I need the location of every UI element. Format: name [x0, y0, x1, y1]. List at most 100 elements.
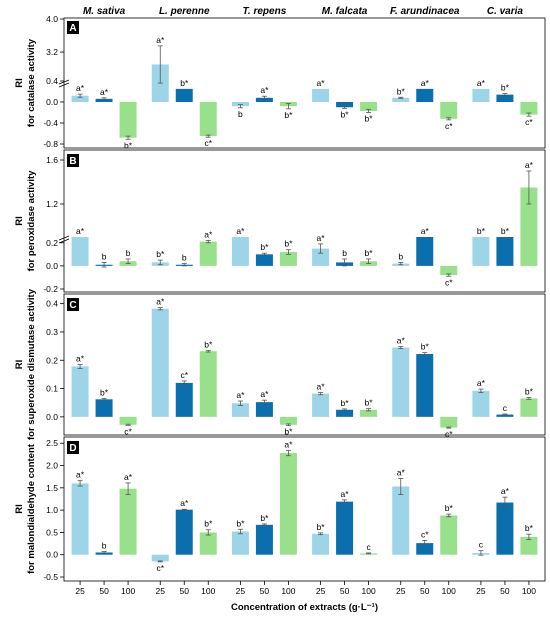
species-header: M. falcata [322, 6, 368, 17]
y-tick-label: 0.0 [46, 97, 58, 107]
bar [336, 409, 354, 417]
bar-significance-label: c* [421, 529, 429, 539]
panel-tag-box [67, 441, 79, 454]
y-tick-label: 0.5 [46, 527, 58, 537]
bar-significance-label: b* [341, 109, 350, 119]
species-header: T. repens [243, 6, 287, 17]
y-axis-label-line: for malondialdehyde content [26, 443, 37, 574]
y-tick-label: -0.2 [43, 284, 58, 294]
bar-significance-label: b* [397, 86, 406, 96]
bar [392, 97, 410, 102]
x-tick-label: 50 [99, 586, 109, 596]
y-tick-label: 0.2 [46, 238, 58, 248]
bar-significance-label: a* [236, 390, 245, 400]
bar-significance-label: c* [124, 426, 132, 436]
bar [312, 248, 330, 266]
bar-significance-label: a* [477, 378, 486, 388]
bar-significance-label: a* [317, 78, 326, 88]
bar [416, 354, 434, 417]
x-axis-label: Concentration of extracts (g·L⁻¹) [231, 602, 378, 613]
panel-tag: B [69, 156, 76, 167]
bar-significance-label: a* [317, 233, 326, 243]
bar [255, 402, 273, 417]
bar [440, 515, 458, 555]
species-header: C. varia [487, 6, 524, 17]
bar-significance-label: b* [317, 522, 326, 532]
bar [312, 533, 330, 555]
bar [360, 409, 378, 417]
bar-significance-label: a* [260, 85, 269, 95]
bar-significance-label: a* [341, 489, 350, 499]
bar-significance-label: b* [341, 398, 350, 408]
bar-significance-label: a* [397, 335, 406, 345]
y-tick-label: 3.2 [46, 47, 58, 57]
y-tick-label: 0.0 [46, 261, 58, 271]
y-tick-label: 1.5 [46, 483, 58, 493]
bar-significance-label: c* [445, 277, 453, 287]
bar [496, 237, 514, 266]
bar-significance-label: b [342, 248, 347, 258]
x-tick-label: 25 [476, 586, 486, 596]
x-tick-label: 100 [281, 586, 295, 596]
y-tick-label: 0.1 [46, 384, 58, 394]
bar-significance-label: a* [284, 439, 293, 449]
bar [472, 237, 490, 266]
bar-significance-label: b* [260, 513, 269, 523]
bar [279, 252, 297, 266]
y-axis-label: RIfor malondialdehyde content [14, 443, 37, 574]
bar-significance-label: a* [525, 160, 534, 170]
bar [520, 102, 538, 115]
axis-break-mark [58, 79, 70, 85]
y-axis-label: RIfor peroxidase activity [14, 170, 37, 272]
bar [95, 98, 113, 102]
panel-b: B 1.6 1.2 0.2 0.0 -0.2 RIfor peroxidase activi… [14, 149, 546, 294]
bar [440, 265, 458, 276]
bar-significance-label: b* [204, 519, 213, 529]
bar [175, 382, 193, 417]
bar-significance-label: a* [477, 78, 486, 88]
panel-frame [63, 436, 546, 582]
bar [119, 416, 137, 425]
bar-significance-label: b* [260, 242, 269, 252]
bar-significance-label: c [503, 403, 508, 413]
y-tick-label: 2.5 [46, 438, 58, 448]
panel-d: D 2.5 2.0 1.5 1.0 0.5 0.0 -0.5 RIfor malondialde… [14, 436, 546, 582]
bar [71, 366, 89, 417]
bar-significance-label: c* [525, 117, 533, 127]
axis-break-mark [58, 235, 70, 241]
bar [496, 94, 514, 102]
bar-significance-label: b [126, 248, 131, 258]
bar-significance-label: b* [365, 248, 374, 258]
y-tick-label: 1.2 [46, 199, 58, 209]
bar-significance-label: b* [525, 523, 534, 533]
y-axis-label-line: for catalase activity [26, 38, 37, 127]
y-axis-label-line: RI [14, 78, 25, 88]
bar [151, 308, 169, 417]
bar-significance-label: a* [204, 229, 213, 239]
x-tick-label: 100 [121, 586, 135, 596]
bar [392, 486, 410, 555]
y-axis-label: RIfor catalase activity [14, 38, 37, 127]
y-tick-label: 2.0 [46, 461, 58, 471]
bar-significance-label: b* [124, 140, 133, 150]
bar [496, 414, 514, 417]
bar [71, 95, 89, 102]
bar [71, 237, 89, 266]
bar [520, 536, 538, 555]
bar-significance-label: c [479, 540, 484, 550]
x-tick-label: 100 [361, 586, 375, 596]
bar-significance-label: a* [156, 297, 165, 307]
bar [336, 501, 354, 555]
bar-significance-label: a* [76, 83, 85, 93]
y-tick-label: -0.4 [43, 118, 58, 128]
bar [440, 102, 458, 119]
bar-significance-label: b* [501, 226, 510, 236]
bar [520, 398, 538, 417]
y-axis-label: RIfor superoxide dismutase activity [14, 288, 37, 440]
x-tick-label: 100 [522, 586, 536, 596]
bar [472, 390, 490, 417]
bar-significance-label: c* [180, 370, 188, 380]
bar-significance-label: a* [421, 226, 430, 236]
bar [175, 88, 193, 102]
